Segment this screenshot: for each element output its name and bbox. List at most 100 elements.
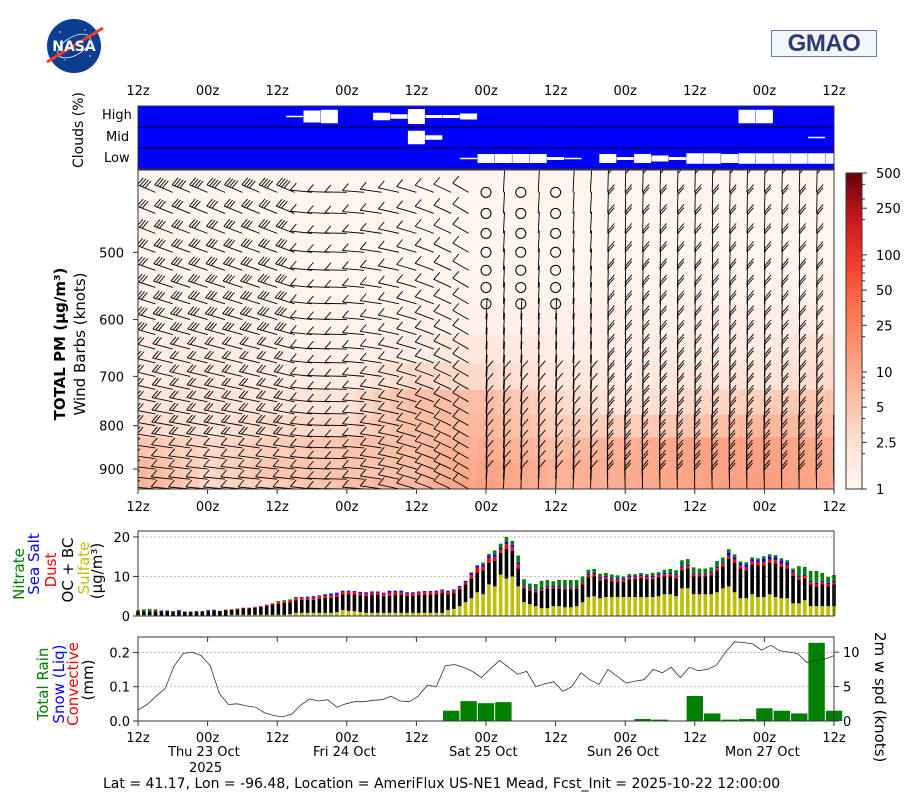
wind-barb-feather <box>243 219 251 228</box>
pm-cell <box>355 270 374 305</box>
wind-barb-feather <box>591 384 598 393</box>
wind-barb-feather <box>729 204 737 212</box>
pm-cell <box>146 270 165 305</box>
wind-barb-feather <box>728 410 736 419</box>
wind-barb-feather <box>539 372 546 381</box>
wind-barb <box>205 280 226 288</box>
wind-barb-feather <box>780 462 788 471</box>
wind-barb-feather <box>659 421 666 430</box>
wind-barb-feather <box>220 469 228 478</box>
pm-cell <box>146 458 165 480</box>
rain-bar <box>651 719 669 721</box>
wind-barb-feather <box>324 440 332 448</box>
wind-barb-feather <box>624 449 631 458</box>
wind-barb <box>169 409 191 415</box>
wind-barb-feather <box>694 399 702 408</box>
wind-barb <box>798 191 801 214</box>
pm-cell <box>251 192 269 234</box>
wind-barb-feather <box>276 403 283 411</box>
precip-tick-label: 0.1 <box>109 681 130 696</box>
wind-barb-feather <box>711 462 719 471</box>
pm-cell <box>164 303 182 336</box>
wind-barb-feather <box>324 205 332 214</box>
wind-barb <box>396 407 417 415</box>
wind-barb-feather <box>677 305 685 313</box>
wind-barb-feather <box>815 439 823 448</box>
aerosol-bar-oc-bc <box>656 577 661 597</box>
wind-barb-feather <box>124 292 130 299</box>
wind-barb-feather <box>799 274 807 283</box>
wind-barb-feather <box>763 453 771 461</box>
cloud-box <box>286 115 304 118</box>
rain-bar <box>808 642 825 721</box>
wind-barb-feather <box>660 363 667 371</box>
wind-barb <box>659 211 662 234</box>
aerosol-bar-sulfate <box>329 612 333 616</box>
wind-barb-feather <box>764 333 772 342</box>
calm-wind-circle <box>550 227 562 239</box>
wind-barb-feather <box>625 399 633 408</box>
wind-barb <box>433 278 452 288</box>
pm-cell <box>442 413 461 438</box>
wind-barb <box>798 230 801 253</box>
pm-cell <box>320 458 339 480</box>
wind-barb-feather <box>521 384 529 393</box>
wind-barb-feather <box>521 396 529 405</box>
wind-barb-feather <box>119 219 125 226</box>
wind-barb-feather <box>763 421 771 430</box>
pm-cell <box>407 389 426 415</box>
wind-barb-feather <box>695 372 702 381</box>
aerosol-bar-dust <box>299 597 304 600</box>
wind-barb-feather <box>712 244 720 252</box>
wind-barb-feather <box>396 321 403 330</box>
wind-barb-feather <box>258 415 266 423</box>
colorbar-tick-label: 10 <box>876 366 893 381</box>
wind-barb <box>433 417 452 427</box>
wind-barb <box>694 230 696 253</box>
wind-barb <box>537 457 540 480</box>
wind-barb-feather <box>763 459 771 468</box>
wind-barb-feather <box>151 426 158 434</box>
wind-barb <box>258 225 278 234</box>
wind-barb <box>168 476 191 480</box>
wind-barb-feather <box>154 378 162 386</box>
wind-barb-feather <box>729 319 737 328</box>
wind-barb-feather <box>625 350 633 358</box>
wind-barb-feather <box>764 226 772 234</box>
wind-barb-feather <box>729 399 737 408</box>
wind-barb-feather <box>573 440 581 448</box>
wind-barb-feather <box>203 402 211 411</box>
calm-wind-circle <box>550 264 562 276</box>
wind-barb-feather <box>764 387 772 396</box>
wind-barb-feather <box>307 405 314 414</box>
aerosol-bar-dust <box>370 592 374 596</box>
aerosol-bar-oc-bc <box>165 611 170 616</box>
wind-barb-feather <box>225 274 233 283</box>
wind-barb-feather <box>307 295 314 304</box>
wind-barb-feather <box>835 334 841 341</box>
wind-barb-feather <box>259 307 267 315</box>
wind-barb-feather <box>222 321 229 330</box>
wind-barb <box>290 331 313 336</box>
wind-barb-feather <box>591 408 598 416</box>
wind-barb <box>555 467 558 489</box>
wind-barb-feather <box>641 453 649 461</box>
aerosol-bar-sulfate <box>463 602 468 616</box>
wind-barb-feather <box>782 305 789 313</box>
wind-barb-feather <box>695 384 702 393</box>
rain-bar <box>686 695 703 721</box>
wind-barb-feather <box>625 290 633 298</box>
wind-barb-feather <box>781 308 789 317</box>
pm-cell <box>303 362 322 390</box>
pm-cell <box>216 303 235 336</box>
wind-barb-feather <box>377 292 385 300</box>
wind-barb-feather <box>729 223 737 231</box>
aerosol-bar-sulfate <box>826 606 830 616</box>
wind-barb-feather <box>342 353 349 362</box>
wind-barb <box>589 403 592 426</box>
aerosol-bar-sulfate <box>721 588 725 616</box>
wind-barb <box>502 380 505 402</box>
wind-barb-feather <box>816 372 824 381</box>
wind-barb <box>256 343 278 350</box>
wind-barb-feather <box>729 375 737 384</box>
